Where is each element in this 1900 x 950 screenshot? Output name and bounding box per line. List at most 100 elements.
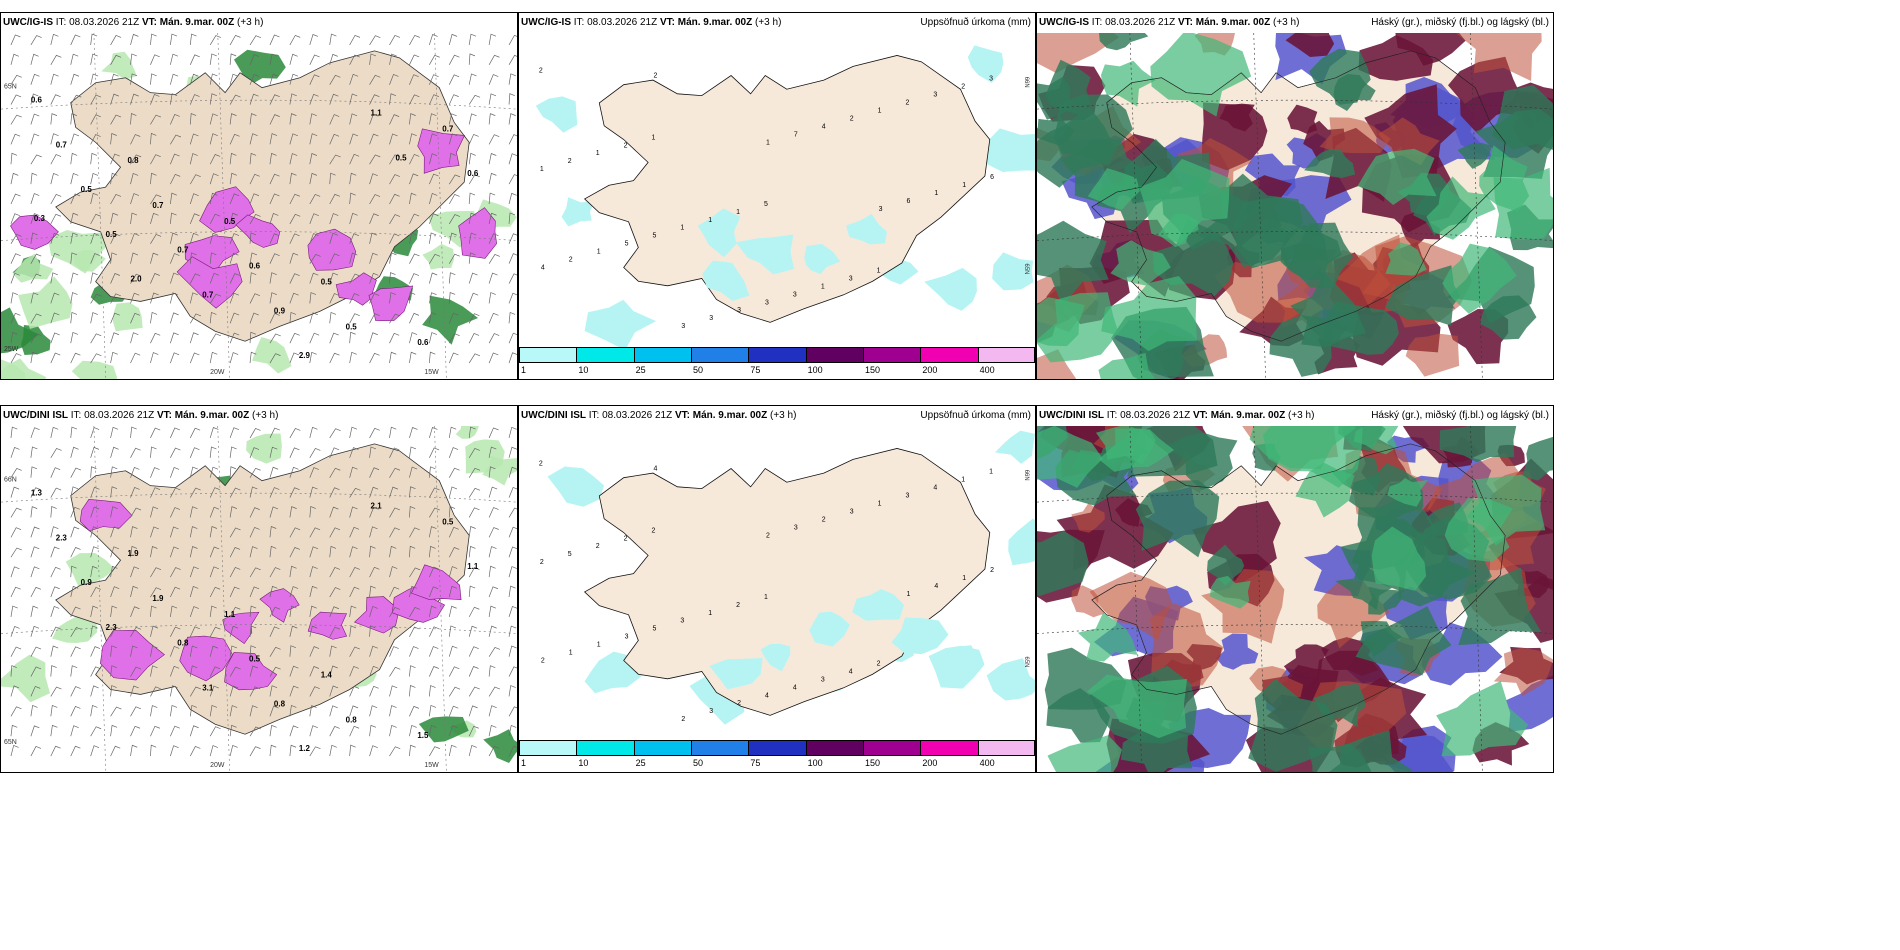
- wind-barb: [488, 33, 497, 45]
- cloud-area: [1353, 426, 1399, 455]
- wind-barb: [448, 666, 460, 677]
- wind-barb: [130, 645, 138, 657]
- wind-barb: [369, 625, 376, 637]
- precip-amount: 1: [651, 134, 655, 141]
- gust-label: 0.5: [321, 278, 333, 287]
- wind-barb: [429, 332, 437, 344]
- wind-barb: [189, 292, 198, 304]
- wind-barb: [170, 134, 182, 145]
- wind-barb: [90, 587, 102, 598]
- wind-barb: [70, 606, 81, 618]
- wind-barb: [309, 332, 320, 344]
- wind-barb: [209, 566, 219, 578]
- wind-barb: [389, 313, 401, 324]
- precip-amount: 3: [737, 307, 741, 314]
- wind-barb: [70, 73, 80, 85]
- wind-barb: [50, 566, 61, 578]
- wind-barb: [10, 468, 22, 478]
- wind-barb: [488, 665, 496, 677]
- wind-barb: [189, 746, 201, 757]
- precip-area: [709, 658, 763, 690]
- wind-barb: [110, 233, 121, 244]
- wind-barb: [169, 605, 178, 617]
- wind-barb: [209, 626, 221, 637]
- wind-barb: [110, 351, 118, 364]
- wind-barb: [50, 724, 58, 737]
- wind-barb: [309, 506, 316, 518]
- wind-barb: [389, 233, 400, 244]
- cloud-area: [1491, 84, 1553, 151]
- cloud-area: [1047, 735, 1122, 772]
- wind-barb: [150, 526, 159, 538]
- wind-barb: [30, 446, 38, 458]
- axis-label: 65N: [1023, 264, 1029, 275]
- wind-barb: [429, 626, 440, 637]
- wind-barb: [90, 526, 99, 538]
- wind-barb: [289, 273, 300, 284]
- vt-label: VT:: [1177, 17, 1193, 28]
- wind-barb: [189, 427, 201, 439]
- legend-swatch: [805, 740, 863, 756]
- wind-barb: [170, 546, 179, 558]
- wind-barb: [289, 704, 297, 717]
- wind-barb: [189, 94, 200, 105]
- wind-barb: [448, 133, 458, 145]
- lead-time: (+3 h): [1288, 410, 1315, 421]
- wind-barb: [309, 705, 317, 717]
- precip-amount: 3: [906, 493, 910, 500]
- wind-barb: [349, 546, 358, 558]
- wind-barb: [309, 605, 317, 617]
- wind-barb: [329, 567, 341, 578]
- legend-tick: 200: [922, 758, 938, 768]
- wind-barb: [409, 567, 421, 578]
- wind-barb: [309, 546, 319, 558]
- wind-barb: [50, 645, 59, 657]
- wind-barb: [409, 192, 417, 205]
- cloud-area: [1493, 167, 1553, 240]
- wind-barb: [389, 174, 400, 185]
- wind-barb: [90, 646, 101, 657]
- wind-barb: [50, 605, 60, 618]
- wind-barb: [189, 133, 199, 145]
- wind-barb: [130, 154, 142, 165]
- precip-area: [465, 439, 505, 474]
- wind-barb: [508, 311, 516, 324]
- wind-barb: [110, 486, 118, 498]
- precip-area: [760, 643, 791, 672]
- wind-barbs: [10, 426, 517, 757]
- precip-area: [422, 295, 479, 345]
- cloud-area: [1442, 243, 1517, 314]
- wind-barb: [10, 706, 22, 717]
- wind-barb: [229, 666, 241, 677]
- cloud-area: [1158, 213, 1199, 247]
- wind-barb: [90, 33, 98, 45]
- wind-barb: [90, 565, 98, 578]
- convective-patch: [353, 596, 399, 634]
- wind-barb: [229, 547, 241, 558]
- precip-amount: 1: [680, 225, 684, 232]
- gust-label: 1.9: [152, 594, 164, 603]
- longitude-line: [434, 426, 447, 772]
- precip-area: [804, 243, 841, 275]
- wind-barb: [269, 114, 280, 125]
- wind-barb: [70, 311, 78, 324]
- wind-barb: [50, 113, 58, 125]
- wind-barb: [189, 54, 200, 65]
- wind-barb: [90, 705, 98, 717]
- vt-label: VT:: [674, 410, 690, 421]
- wind-barb: [488, 446, 497, 458]
- wind-barb: [229, 133, 240, 145]
- wind-barb: [229, 212, 238, 224]
- latitude-line: [1037, 624, 1553, 634]
- wind-barb: [309, 54, 320, 65]
- wind-barb: [369, 154, 381, 165]
- wind-barb: [150, 546, 158, 558]
- wind-barb: [409, 213, 420, 225]
- wind-barb: [488, 746, 500, 757]
- wind-barb: [30, 313, 42, 324]
- wind-barb: [488, 253, 500, 264]
- wind-barb: [389, 292, 396, 304]
- wind-barb: [170, 745, 179, 757]
- wind-barb: [488, 134, 500, 145]
- precip-amount: 2: [569, 257, 573, 264]
